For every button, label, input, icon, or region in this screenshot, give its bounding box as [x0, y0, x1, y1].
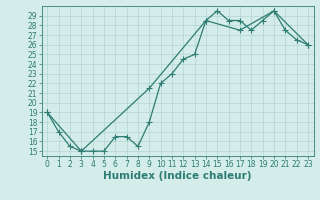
- X-axis label: Humidex (Indice chaleur): Humidex (Indice chaleur): [103, 171, 252, 181]
